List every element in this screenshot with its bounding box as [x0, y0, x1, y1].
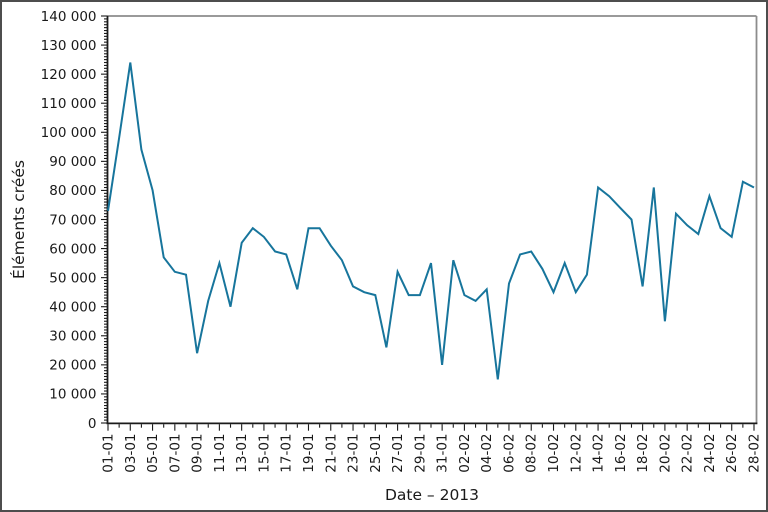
y-tick-label: 50 000	[49, 270, 96, 286]
x-tick-label: 14-02	[591, 434, 607, 473]
x-tick-label: 01-01	[101, 434, 117, 473]
y-tick-label: 100 000	[41, 125, 97, 141]
y-tick-label: 40 000	[49, 300, 96, 316]
x-tick-label: 26-02	[724, 434, 740, 473]
y-tick-label: 120 000	[41, 67, 97, 83]
x-tick-label: 22-02	[680, 434, 696, 473]
x-tick-label: 02-02	[457, 434, 473, 473]
y-tick-label: 10 000	[49, 387, 96, 403]
y-tick-label: 80 000	[49, 183, 96, 199]
x-tick-label: 20-02	[657, 434, 673, 473]
x-axis-title: Date – 2013	[385, 486, 479, 504]
x-tick-label: 27-01	[390, 434, 406, 473]
x-tick-label: 06-02	[501, 434, 517, 473]
x-tick-label: 18-02	[635, 434, 651, 473]
x-tick-label: 03-01	[123, 434, 139, 473]
x-tick-label: 19-01	[301, 434, 317, 473]
x-tick-label: 21-01	[323, 434, 339, 473]
x-tick-label: 17-01	[279, 434, 295, 473]
data-series-line	[107, 62, 755, 380]
x-tick-label: 08-02	[524, 434, 540, 473]
y-tick-label: 30 000	[49, 329, 96, 345]
x-tick-label: 11-01	[212, 434, 228, 473]
x-tick-label: 04-02	[479, 434, 495, 473]
x-tick-label: 05-01	[145, 434, 161, 473]
x-tick-label: 09-01	[190, 434, 206, 473]
x-tick-label: 31-01	[435, 434, 451, 473]
y-tick-label: 140 000	[41, 9, 97, 25]
y-tick-label: 20 000	[49, 358, 96, 374]
y-tick-label: 130 000	[41, 38, 97, 54]
x-tick-label: 10-02	[546, 434, 562, 473]
y-tick-label: 110 000	[41, 96, 97, 112]
x-tick-label: 23-01	[346, 434, 362, 473]
y-axis-title: Éléments créés	[9, 160, 28, 279]
x-tick-label: 28-02	[747, 434, 763, 473]
x-tick-label: 24-02	[702, 434, 718, 473]
x-tick-label: 16-02	[613, 434, 629, 473]
x-tick-label: 29-01	[412, 434, 428, 473]
y-tick-label: 70 000	[49, 212, 96, 228]
x-tick-label: 25-01	[368, 434, 384, 473]
x-tick-label: 12-02	[568, 434, 584, 473]
y-tick-label: 60 000	[49, 241, 96, 257]
y-tick-label: 90 000	[49, 154, 96, 170]
x-tick-label: 07-01	[167, 434, 183, 473]
y-tick-label: 0	[88, 416, 97, 432]
x-tick-label: 15-01	[256, 434, 272, 473]
x-tick-label: 13-01	[234, 434, 250, 473]
